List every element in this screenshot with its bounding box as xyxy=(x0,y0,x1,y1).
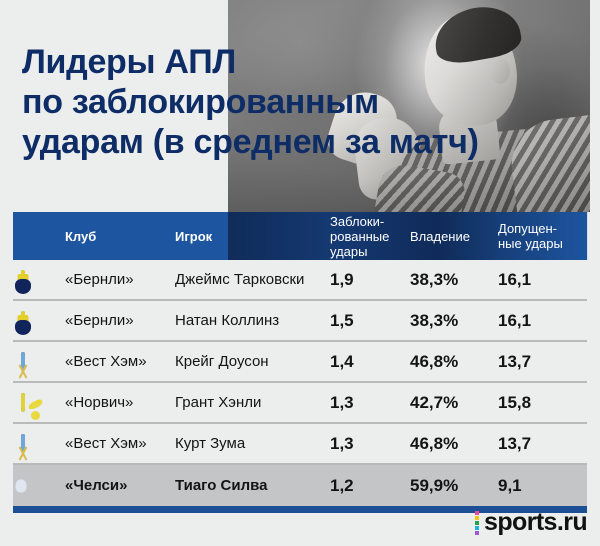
player-photo xyxy=(228,0,590,212)
row-possession: 38,3% xyxy=(410,269,459,289)
row-possession: 42,7% xyxy=(410,392,459,412)
logo-dot xyxy=(475,515,480,520)
photo-vignette xyxy=(228,0,590,212)
row-player: Курт Зума xyxy=(175,435,246,452)
row-club: «Вест Хэм» xyxy=(65,435,147,452)
row-badge-cell xyxy=(13,434,65,453)
row-club: «Норвич» xyxy=(65,394,134,411)
club-badge-west-ham xyxy=(21,352,25,371)
table-bottom-bar xyxy=(13,506,587,513)
row-blocked-shots: 1,4 xyxy=(330,351,354,371)
row-player: Джеймс Тарковски xyxy=(175,271,305,288)
row-badge-cell xyxy=(13,270,65,294)
row-badge-cell xyxy=(13,352,65,371)
photo-ear xyxy=(490,58,510,84)
row-club: «Бернли» xyxy=(65,271,134,288)
row-blocked-shots: 1,3 xyxy=(330,433,354,453)
row-possession: 46,8% xyxy=(410,433,459,453)
row-player: Грант Хэнли xyxy=(175,394,262,411)
column-header-player: Игрок xyxy=(175,228,213,244)
club-badge-norwich xyxy=(21,393,44,420)
row-possession: 38,3% xyxy=(410,310,459,330)
row-club: «Челси» xyxy=(65,477,128,494)
logo-wordmark: sports.ru xyxy=(484,508,588,536)
table-row[interactable]: «Челси» Тиаго Силва 1,2 59,9% 9,1 xyxy=(13,465,587,506)
page-title: Лидеры АПЛ по заблокированным ударам (в … xyxy=(22,43,479,161)
club-badge-burnley xyxy=(15,270,31,294)
table-row[interactable]: «Вест Хэм» Курт Зума 1,3 46,8% 13,7 xyxy=(13,424,587,465)
column-header-blocked-shots: Заблоки- рованные удары xyxy=(330,213,390,259)
table-row[interactable]: «Вест Хэм» Крейг Доусон 1,4 46,8% 13,7 xyxy=(13,342,587,383)
table-header-row: Клуб Игрок Заблоки- рованные удары Владе… xyxy=(13,212,588,260)
table-body: «Бернли» Джеймс Тарковски 1,9 38,3% 16,1 «Бер… xyxy=(13,260,587,506)
row-shots-allowed: 13,7 xyxy=(498,351,532,371)
row-badge-cell xyxy=(13,478,65,493)
column-header-shots-allowed: Допущен- ные удары xyxy=(498,221,563,251)
row-blocked-shots: 1,2 xyxy=(330,475,354,495)
club-badge-west-ham xyxy=(21,434,25,453)
logo-dot xyxy=(475,525,480,530)
row-blocked-shots: 1,3 xyxy=(330,392,354,412)
row-possession: 59,9% xyxy=(410,475,459,495)
table-row[interactable]: «Бернли» Джеймс Тарковски 1,9 38,3% 16,1 xyxy=(13,260,587,301)
row-badge-cell xyxy=(13,393,65,420)
column-header-club: Клуб xyxy=(65,228,97,244)
row-shots-allowed: 9,1 xyxy=(498,475,522,495)
row-player: Крейг Доусон xyxy=(175,353,269,370)
sports-ru-logo[interactable]: sports.ru xyxy=(475,508,588,537)
row-shots-allowed: 15,8 xyxy=(498,392,532,412)
row-club: «Бернли» xyxy=(65,312,134,329)
row-possession: 46,8% xyxy=(410,351,459,371)
row-club: «Вест Хэм» xyxy=(65,353,147,370)
table-row[interactable]: «Бернли» Натан Коллинз 1,5 38,3% 16,1 xyxy=(13,301,587,342)
row-shots-allowed: 13,7 xyxy=(498,433,532,453)
row-player: Тиаго Силва xyxy=(175,477,268,494)
logo-dot xyxy=(475,510,480,515)
row-blocked-shots: 1,5 xyxy=(330,310,354,330)
club-badge-burnley xyxy=(15,311,31,335)
table-row[interactable]: «Норвич» Грант Хэнли 1,3 42,7% 15,8 xyxy=(13,383,587,424)
row-shots-allowed: 16,1 xyxy=(498,269,532,289)
logo-dots-icon xyxy=(475,510,480,535)
logo-dot xyxy=(475,520,480,525)
row-player: Натан Коллинз xyxy=(175,312,280,329)
row-blocked-shots: 1,9 xyxy=(330,269,354,289)
column-header-possession: Владение xyxy=(410,228,470,244)
stats-table: Клуб Игрок Заблоки- рованные удары Владе… xyxy=(13,212,588,513)
row-shots-allowed: 16,1 xyxy=(498,310,532,330)
logo-dot xyxy=(475,530,480,535)
row-badge-cell xyxy=(13,311,65,335)
